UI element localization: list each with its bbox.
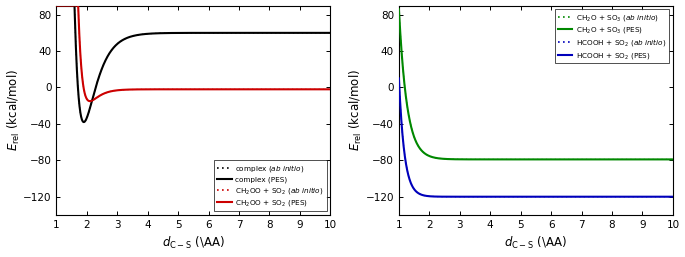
Legend: complex ($ab$ $initio$), complex (PES), CH$_2$OO + SO$_2$ ($ab$ $initio$), CH$_2: complex ($ab$ $initio$), complex (PES), …: [214, 160, 327, 211]
Y-axis label: $E_{\mathrm{rel}}$ (kcal/mol): $E_{\mathrm{rel}}$ (kcal/mol): [5, 69, 22, 151]
Legend: CH$_2$O + SO$_3$ ($ab$ $initio$), CH$_2$O + SO$_3$ (PES), HCOOH + SO$_2$ ($ab$ $: CH$_2$O + SO$_3$ ($ab$ $initio$), CH$_2$…: [555, 9, 669, 63]
X-axis label: $d_{\mathrm{C-S}}$ (\AA): $d_{\mathrm{C-S}}$ (\AA): [504, 235, 567, 251]
X-axis label: $d_{\mathrm{C-S}}$ (\AA): $d_{\mathrm{C-S}}$ (\AA): [162, 235, 225, 251]
Y-axis label: $E_{\mathrm{rel}}$ (kcal/mol): $E_{\mathrm{rel}}$ (kcal/mol): [348, 69, 364, 151]
